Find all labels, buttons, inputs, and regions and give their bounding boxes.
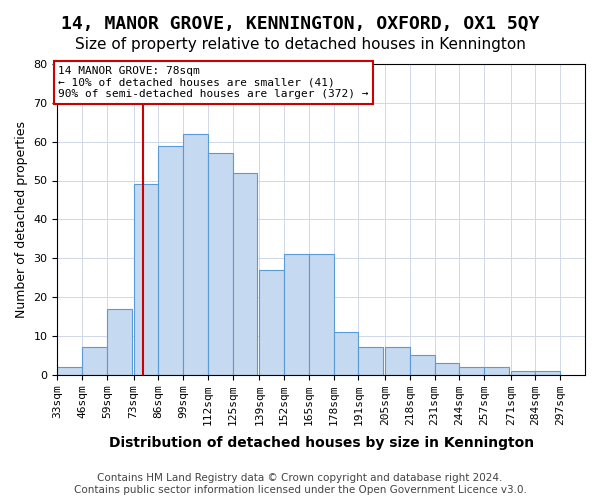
Bar [82,348,107,374]
X-axis label: Distribution of detached houses by size in Kennington: Distribution of detached houses by size … [109,436,534,450]
Bar [208,154,233,374]
Bar [233,172,257,374]
Bar [410,355,434,374]
Bar [284,254,309,374]
Text: 14, MANOR GROVE, KENNINGTON, OXFORD, OX1 5QY: 14, MANOR GROVE, KENNINGTON, OXFORD, OX1… [61,15,539,33]
Bar [259,270,284,374]
Bar [158,146,183,374]
Bar [459,367,484,374]
Bar [434,363,459,374]
Bar [511,371,535,374]
Text: Contains HM Land Registry data © Crown copyright and database right 2024.
Contai: Contains HM Land Registry data © Crown c… [74,474,526,495]
Bar [535,371,560,374]
Bar [484,367,509,374]
Bar [58,367,82,374]
Bar [134,184,158,374]
Bar [334,332,358,374]
Bar [309,254,334,374]
Bar [385,348,410,374]
Bar [107,308,131,374]
Text: 14 MANOR GROVE: 78sqm
← 10% of detached houses are smaller (41)
90% of semi-deta: 14 MANOR GROVE: 78sqm ← 10% of detached … [58,66,369,99]
Bar [358,348,383,374]
Bar [183,134,208,374]
Y-axis label: Number of detached properties: Number of detached properties [15,121,28,318]
Text: Size of property relative to detached houses in Kennington: Size of property relative to detached ho… [74,38,526,52]
